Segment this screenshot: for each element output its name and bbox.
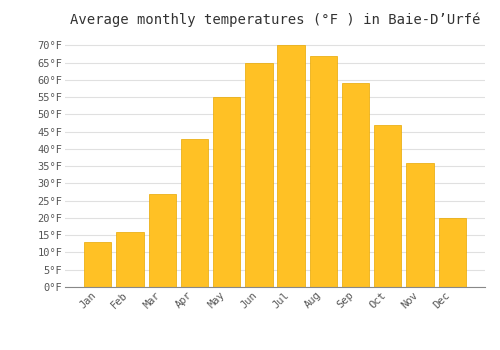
Bar: [374, 125, 402, 287]
Bar: [181, 139, 208, 287]
Bar: [342, 83, 369, 287]
Bar: [310, 56, 337, 287]
Bar: [148, 194, 176, 287]
Bar: [84, 242, 112, 287]
Bar: [438, 218, 466, 287]
Bar: [245, 63, 272, 287]
Bar: [213, 97, 240, 287]
Title: Average monthly temperatures (°F ) in Baie-D’Urfé: Average monthly temperatures (°F ) in Ba…: [70, 12, 480, 27]
Bar: [278, 46, 305, 287]
Bar: [406, 163, 434, 287]
Bar: [116, 232, 143, 287]
